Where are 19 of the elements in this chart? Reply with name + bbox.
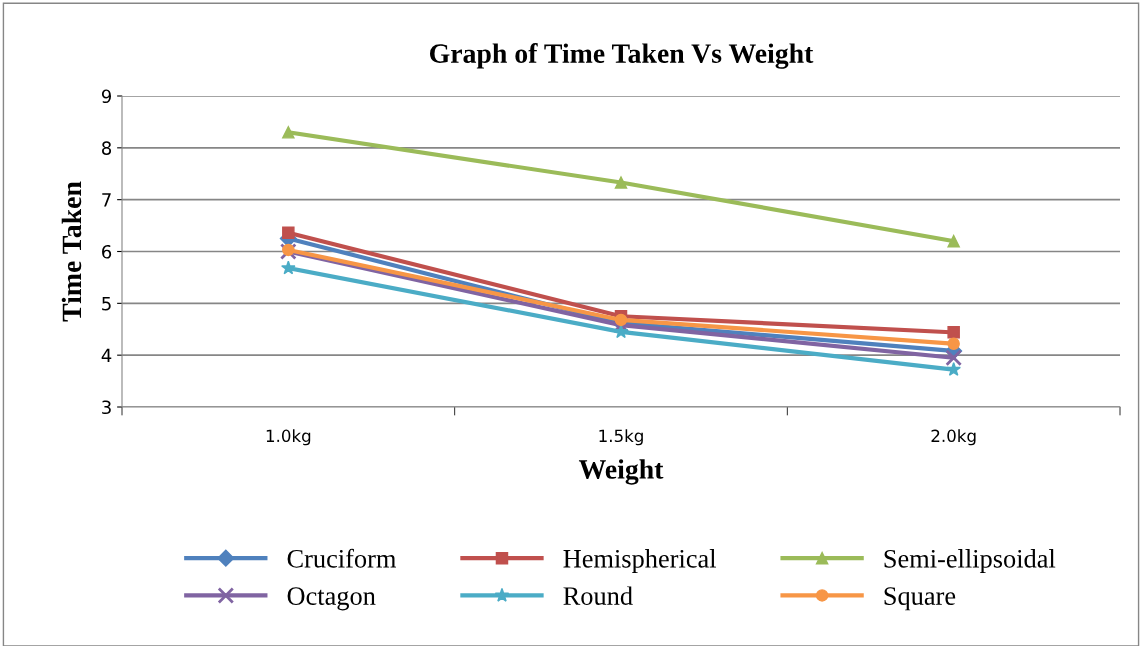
legend-label: Hemispherical bbox=[563, 549, 717, 574]
y-axis-title: Time Taken bbox=[61, 181, 82, 322]
legend-label: Semi-ellipsoidal bbox=[884, 549, 1056, 574]
y-tick-label: 6 bbox=[102, 244, 112, 259]
y-tick-label: 4 bbox=[101, 348, 112, 363]
legend-label: Round bbox=[563, 586, 633, 605]
x-tick-label: 2.0kg bbox=[931, 429, 976, 446]
x-axis-title: Weight bbox=[578, 459, 664, 485]
y-tick-label: 7 bbox=[102, 193, 111, 207]
y-tick-label: 3 bbox=[102, 400, 111, 415]
x-tick-label: 1.0kg bbox=[266, 429, 311, 446]
legend-label: Square bbox=[884, 587, 956, 611]
y-tick-label: 8 bbox=[102, 141, 112, 155]
chart-title: Graph of Time Taken Vs Weight bbox=[430, 43, 814, 69]
y-tick-label: 9 bbox=[101, 89, 112, 104]
legend-label: Octagon bbox=[287, 587, 376, 611]
legend-label: Cruciform bbox=[287, 548, 397, 568]
y-tick-label: 5 bbox=[102, 297, 111, 311]
x-tick-label: 1.5kg bbox=[599, 429, 643, 446]
